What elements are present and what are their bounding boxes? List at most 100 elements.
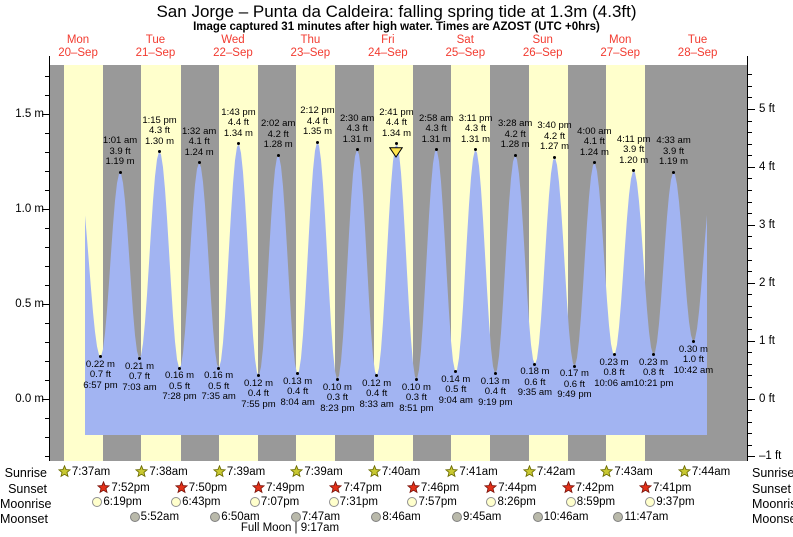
day-date: 23–Sep	[290, 47, 331, 59]
tide-label-line: 0.16 m	[204, 370, 234, 382]
day-name: Mon	[608, 34, 632, 46]
tide-label-line: 9:04 am	[438, 394, 473, 406]
sun-moon-event: 9:37pm	[645, 496, 695, 508]
right-axis-minor-tick	[748, 410, 752, 412]
tide-high-label: 4:00 am 4.1 ft 1.24 m	[552, 126, 636, 159]
left-axis-minor-tick	[45, 436, 49, 438]
tide-label-line: 4.3 ft	[148, 125, 171, 136]
sunset-icon	[406, 481, 420, 494]
left-axis-minor-tick	[45, 246, 49, 248]
sun-moon-event: 7:41am	[445, 465, 498, 478]
tide-label-line: 9:49 pm	[557, 389, 592, 401]
event-time: 6:43pm	[182, 496, 221, 508]
tide-low-label: 0.23 m 0.8 ft 10:21 pm	[612, 356, 696, 390]
tide-low-label: 0.14 m 0.5 ft 9:04 am	[414, 374, 498, 407]
event-time: 7:43am	[614, 465, 653, 478]
right-axis-minor-tick	[748, 259, 752, 261]
moonrise-icon	[249, 497, 260, 507]
sunset-icon	[561, 481, 575, 494]
sunrise-icon	[290, 465, 304, 478]
tide-label-line: 1.28 m	[500, 139, 530, 151]
tide-extreme-dot	[355, 148, 359, 152]
tide-extreme-dot	[513, 153, 517, 157]
tide-label-line: 2:30 am	[339, 112, 375, 124]
sun-moon-event: 6:19pm	[92, 496, 142, 508]
event-time: 7:41pm	[652, 481, 692, 494]
tide-label-line: 1.19 m	[659, 156, 689, 168]
day-name: Fri	[381, 34, 395, 46]
moonset-icon	[210, 512, 221, 522]
tide-label-line: 4:33 am	[656, 135, 691, 147]
sunset-row-label-right: Sunset	[752, 482, 791, 496]
plot-area: 0.22 m 0.7 ft 6:57 pm 1:01 am 3.9 ft 1.19 m 0.…	[50, 65, 747, 461]
tide-label-line: 0.5 ft	[169, 380, 191, 392]
left-axis-minor-tick	[45, 379, 49, 381]
tide-extreme-dot	[98, 355, 102, 359]
tide-label-line: 8:33 am	[359, 398, 394, 410]
tide-label-line: 3.9 ft	[663, 145, 685, 157]
sunset-icon	[97, 481, 111, 494]
tide-label-line: 0.22 m	[85, 358, 115, 370]
tide-label-line: 3.9 ft	[623, 144, 645, 155]
tide-low-label: 0.18 m 0.6 ft 9:35 am	[493, 367, 577, 399]
sunset-icon	[252, 481, 266, 494]
tide-label-line: 4.1 ft	[188, 136, 210, 148]
left-axis-minor-tick	[45, 189, 49, 191]
sunrise-icon	[600, 465, 614, 478]
moonrise-icon	[171, 497, 182, 507]
sun-moon-event: 7:57pm	[407, 496, 457, 508]
tide-label-line: 4.3 ft	[346, 123, 368, 135]
left-axis-minor-tick	[45, 75, 49, 77]
tide-label-line: 3:28 am	[498, 118, 533, 130]
tide-label-line: 0.16 m	[165, 370, 195, 382]
sunset-icon	[174, 481, 188, 494]
sunrise-icon	[677, 465, 691, 478]
tide-label-line: 0.7 ft	[89, 369, 112, 381]
sunset-icon	[252, 481, 266, 494]
tide-low-label: 0.10 m 0.3 ft 8:51 pm	[374, 382, 458, 415]
tide-label-line: 0.4 ft	[366, 388, 388, 400]
tide-high-label: 2:12 pm 4.4 ft 1.35 m	[275, 105, 359, 138]
day-date: 21–Sep	[135, 47, 176, 59]
sunrise-row-label-right: Sunrise	[752, 466, 793, 480]
right-axis-minor-tick	[748, 329, 752, 330]
right-axis-minor-tick	[748, 352, 752, 354]
tide-label-line: 2:41 pm	[379, 106, 414, 118]
tide-label-line: 0.17 m	[559, 368, 589, 380]
tide-curve	[85, 142, 707, 436]
tide-label-line: 4.2 ft	[267, 128, 289, 140]
tide-label-line: 1.27 m	[540, 141, 570, 153]
tide-high-label: 4:33 am 3.9 ft 1.19 m	[632, 136, 716, 168]
day-name: Mon	[66, 34, 90, 46]
event-time: 9:45am	[463, 511, 502, 523]
day-name: Wed	[221, 34, 245, 46]
right-axis-minor-tick	[748, 375, 752, 377]
sunrise-icon	[445, 465, 459, 478]
right-axis-minor-tick	[748, 421, 752, 423]
left-axis-major-tick	[42, 303, 49, 305]
moonrise-row-label-left: Moonrise	[0, 497, 52, 511]
tide-label-line: 4:11 pm	[616, 133, 651, 145]
tide-label-line: 0.21 m	[124, 360, 155, 372]
tide-label-line: 2:12 pm	[300, 105, 335, 116]
right-axis-minor-tick	[748, 132, 752, 134]
day-label: Tue 28–Sep	[666, 34, 730, 60]
tide-label-line: 4.3 ft	[425, 123, 447, 135]
tide-label-line: 1:15 pm	[142, 114, 177, 126]
sunset-row-label-left: Sunset	[8, 482, 47, 496]
left-axis-minor-tick	[45, 151, 49, 153]
right-axis-minor-tick	[748, 178, 752, 180]
sun-moon-event: 7:37am	[57, 465, 110, 478]
tide-label-line: 4.2 ft	[504, 128, 526, 140]
day-label: Mon 27–Sep	[588, 34, 652, 60]
left-axis-minor-tick	[45, 455, 49, 457]
day-date: 22–Sep	[213, 47, 253, 59]
day-date: 25–Sep	[445, 47, 486, 59]
current-time-marker	[389, 147, 404, 158]
tide-label-line: 0.23 m	[639, 356, 669, 368]
tide-high-label: 2:02 am 4.2 ft 1.28 m	[236, 119, 320, 151]
sunrise-icon	[212, 465, 226, 478]
tide-high-label: 1:15 pm 4.3 ft 1.30 m	[118, 114, 202, 148]
event-time: 6:19pm	[103, 496, 142, 508]
event-time: 7:44pm	[498, 481, 537, 494]
